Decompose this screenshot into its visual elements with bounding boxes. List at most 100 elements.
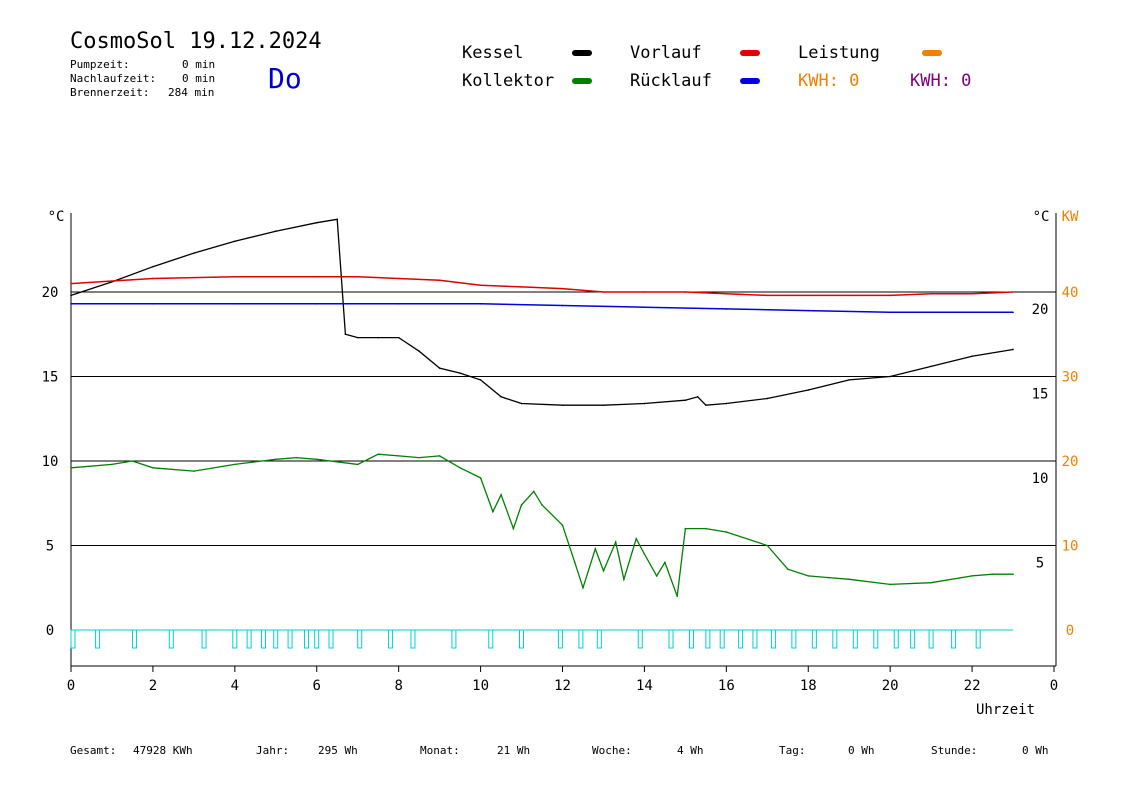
pump-pulse [260,629,266,649]
legend-vorlauf-label: Vorlauf [630,43,702,63]
series-point [234,275,236,278]
series-point [643,553,646,555]
series-point [561,524,564,527]
pump-pulse [719,629,725,649]
series-point [561,287,564,290]
series-point [111,463,113,466]
pump-pulse [168,629,174,649]
x-axis-label: Uhrzeit [976,702,1035,718]
pump-pulse [488,629,494,649]
x-tick-label: 6 [313,678,321,694]
kw-tick-label: 40 [1062,285,1079,301]
series-point [152,466,154,469]
series-point [766,544,769,547]
pump-pulse [791,629,797,649]
series-point [705,404,707,407]
series-point [561,304,564,307]
x-tick-label: 12 [554,678,571,694]
pump-pulse [688,629,694,649]
series-point [234,463,236,466]
series-point [315,275,318,278]
series-point [602,570,605,572]
x-tick-label: 22 [964,678,981,694]
kw-axis-label: KW [1062,209,1079,225]
stat-nachlaufzeit-label: Nachlaufzeit: [70,72,157,85]
series-point [193,470,195,472]
chart-grid [71,291,1056,546]
series-point [356,463,359,466]
pump-pulse [975,629,981,649]
kw-tick-label: 0 [1066,623,1074,639]
series-point [561,404,564,407]
chart-series [70,218,1014,597]
series-point [356,336,359,339]
pump-pulse [518,629,524,649]
series-point [520,504,523,506]
series-point [315,458,318,461]
series-point [397,455,400,457]
series-point [705,527,707,530]
chart-axes [70,213,1057,672]
series-point [541,504,543,506]
series-point [344,333,347,336]
series-point [786,568,789,570]
pump-pulse [738,629,744,649]
legend-ruecklauf-label: Rücklauf [630,71,712,91]
series-line-rücklauf [71,303,1013,314]
pump-pulse [246,629,252,649]
pump-pulse [596,629,602,649]
footer-stunde-label: Stunde: [931,744,978,757]
series-point [766,397,769,400]
y-tick-label-right: 10 [1032,471,1049,487]
series-point [848,379,851,381]
series-point [725,308,728,310]
x-tick-label: 2 [149,678,157,694]
pump-pulse [811,629,817,649]
page-title: CosmoSol 19.12.2024 [70,29,322,54]
y-tick-label-left: 5 [46,539,54,555]
series-point [684,399,687,401]
pump-pulse [357,629,363,649]
series-point [971,292,973,295]
series-point [602,404,605,407]
x-tick-label: 4 [231,678,239,694]
footer-tag-value: 0 Wh [848,744,875,757]
x-tick-label: 14 [636,678,653,694]
series-point [664,561,666,564]
series-point [971,311,973,314]
footer-woche-value: 4 Wh [677,744,704,757]
pump-pulse [928,629,934,649]
series-point [655,575,658,577]
series-point [533,490,535,493]
series-line-kessel [70,218,1014,406]
pump-pulse [752,629,758,649]
kw-tick-label: 10 [1062,539,1079,555]
series-point [520,286,523,288]
x-tick-label: 0 [1050,678,1058,694]
y-tick-label-right: 15 [1032,387,1049,403]
series-line-vorlauf [70,276,1014,297]
pump-pulse [668,629,674,649]
series-point [193,252,195,254]
series-point [1012,348,1014,351]
series-point [397,277,400,280]
series-point [614,541,617,543]
pump-pulse [232,629,238,649]
y-tick-label-left: 10 [42,454,59,470]
pump-pulse [705,629,711,649]
x-tick-label: 10 [472,678,489,694]
series-point [418,350,420,352]
series-point [725,531,728,533]
series-point [438,279,441,281]
x-tick-label: 0 [67,678,75,694]
series-point [274,230,277,232]
y-tick-label-left: 15 [42,370,59,386]
series-point [70,294,72,297]
series-point [635,537,638,540]
pump-pulse [201,629,207,649]
pump-pulse [910,629,916,649]
series-point [684,527,687,530]
legend-kwh-leistung: KWH: 0 [798,71,860,91]
series-point [889,311,891,314]
series-point [725,402,728,405]
